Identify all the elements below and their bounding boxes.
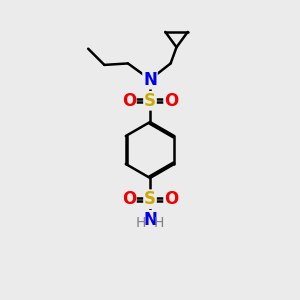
- Text: O: O: [164, 190, 178, 208]
- Text: H: H: [136, 216, 146, 230]
- Text: O: O: [122, 190, 136, 208]
- Text: O: O: [122, 92, 136, 110]
- Text: S: S: [144, 190, 156, 208]
- Text: H: H: [154, 216, 164, 230]
- Text: N: N: [143, 211, 157, 229]
- Text: N: N: [143, 70, 157, 88]
- Text: O: O: [164, 92, 178, 110]
- Text: S: S: [144, 92, 156, 110]
